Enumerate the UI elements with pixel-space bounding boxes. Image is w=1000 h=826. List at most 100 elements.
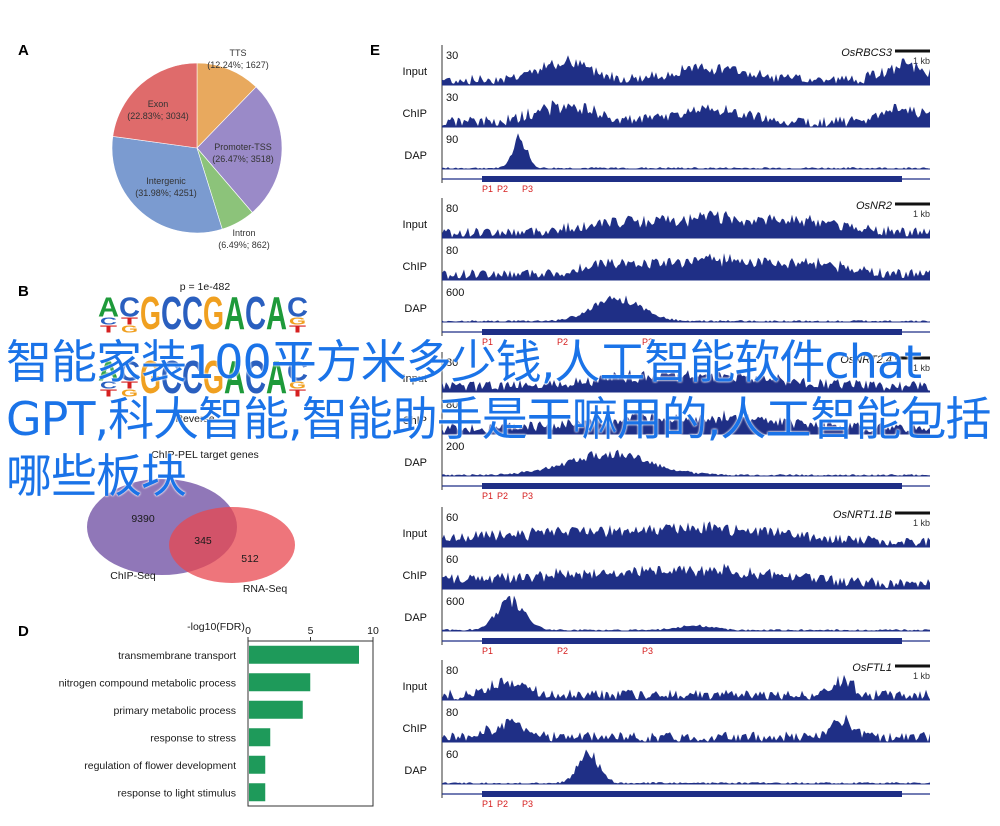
venn-chip-only: 9390: [131, 513, 155, 525]
bar-axis-tick-label: 10: [367, 625, 379, 637]
motif-reverse-label: Reverse: [175, 413, 214, 425]
promoter-label: P1: [482, 337, 493, 347]
promoter-label: P2: [557, 646, 568, 656]
coverage-track: [442, 749, 930, 784]
track-label-input: Input: [403, 373, 427, 385]
pie-slice-exon: [112, 62, 198, 149]
track-label-chip: ChIP: [403, 723, 427, 735]
motif-letter-minor: G: [121, 325, 138, 336]
motif-letter: C: [287, 292, 308, 323]
motif-letter-minor: T: [121, 381, 138, 392]
motif-letter: A: [266, 287, 287, 339]
gene-name: OsNRT1.1B: [833, 509, 892, 521]
pie-label-name: Intron: [232, 228, 255, 238]
track-label-input: Input: [403, 66, 427, 78]
gene-name: OsNRT2.4: [840, 354, 892, 366]
motif-letter-minor: T: [100, 389, 117, 400]
go-term-label: response to stress: [150, 732, 236, 744]
promoter-label: P1: [482, 799, 493, 809]
motif-letter: C: [119, 356, 140, 387]
motif-letter: G: [203, 351, 224, 403]
coverage-track: [442, 55, 930, 85]
scale-bar-label: 1 kb: [913, 56, 930, 66]
promoter-label: P2: [497, 799, 508, 809]
target-genes-label: ChIP-PEL target genes: [151, 449, 259, 461]
track-label-input: Input: [403, 219, 427, 231]
genome-browser-tracks: OsRBCS3 1 kb Input 30 ChIP 30 DAP 90 P1 P2 P3 OsNR2…: [403, 45, 930, 809]
motif-letter: C: [182, 287, 203, 339]
coverage-track: [442, 133, 930, 169]
pie-chart: TTS (12.24%; 1627) Promoter-TSS (26.47%; 35…: [111, 48, 283, 250]
track-scale: 200: [446, 441, 464, 453]
bar-axis-title: -log10(FDR): [187, 621, 245, 633]
motif-letter: G: [203, 287, 224, 339]
go-term-label: response to light stimulus: [118, 787, 236, 799]
motif-letter-minor: G: [289, 317, 306, 328]
venn-chip-label: ChIP-Seq: [110, 570, 156, 582]
coverage-track: [442, 521, 930, 547]
track-label-chip: ChIP: [403, 261, 427, 273]
track-scale: 60: [446, 554, 458, 566]
panel-letter-b: B: [18, 283, 29, 300]
motif-letter: C: [161, 287, 182, 339]
go-bar: [249, 783, 266, 802]
motif-pvalue: p = 1e-482: [180, 281, 231, 293]
scale-bar-label: 1 kb: [913, 671, 930, 681]
scale-bar-label: 1 kb: [913, 518, 930, 528]
go-term-label: nitrogen compound metabolic process: [59, 677, 236, 689]
go-bar: [249, 645, 359, 664]
motif-letter: A: [98, 356, 119, 387]
pie-label-name: Promoter-TSS: [214, 142, 272, 152]
track-scale: 90: [446, 134, 458, 146]
track-label-input: Input: [403, 528, 427, 540]
go-bar: [249, 755, 266, 774]
motif-letter: C: [161, 351, 182, 403]
motif-letter-minor: T: [100, 325, 117, 336]
motif-letter: C: [119, 292, 140, 323]
track-scale: 60: [446, 749, 458, 761]
motif-letter-minor: C: [100, 381, 117, 392]
go-bar: [249, 673, 311, 692]
gene-model-exon: [482, 638, 902, 644]
motif-letter-minor: G: [289, 381, 306, 392]
promoter-label: P3: [522, 184, 533, 194]
pie-slice-intergenic: [111, 136, 223, 234]
scale-bar-label: 1 kb: [913, 209, 930, 219]
coverage-track: [442, 595, 930, 631]
pie-label-value: (22.83%; 3034): [127, 111, 189, 121]
scale-bar-label: 1 kb: [913, 363, 930, 373]
coverage-track: [442, 210, 930, 238]
track-label-input: Input: [403, 681, 427, 693]
pie-label-name: TTS: [230, 48, 247, 58]
go-term-label: transmembrane transport: [118, 650, 236, 662]
panel-letter-e: E: [370, 42, 380, 59]
gene-model-exon: [482, 329, 902, 335]
track-scale: 80: [446, 665, 458, 677]
gene-model-exon: [482, 176, 902, 182]
track-label-dap: DAP: [404, 150, 427, 162]
coverage-track: [442, 449, 930, 476]
track-scale: 80: [446, 245, 458, 257]
motif-letter: A: [266, 351, 287, 403]
panel-letter-a: A: [18, 42, 29, 59]
motif-letter-minor: T: [289, 389, 306, 400]
venn-rna-only: 512: [241, 553, 259, 565]
motif-letter-minor: T: [121, 317, 138, 328]
pie-label-value: (12.24%; 1627): [207, 60, 269, 70]
motif-letter-minor: G: [121, 389, 138, 400]
track-scale: 80: [446, 399, 458, 411]
panel-letter-d: D: [18, 623, 29, 640]
pie-label-value: (31.98%; 4251): [135, 188, 197, 198]
track-label-chip: ChIP: [403, 570, 427, 582]
coverage-track: [442, 253, 930, 280]
overlay-title: 智能家装100平方米多少钱,人工智能软件chat GPT,科大智能,智能助手是干…: [6, 335, 991, 503]
track-label-chip: ChIP: [403, 108, 427, 120]
track-label-chip: ChIP: [403, 415, 427, 427]
pie-label-value: (6.49%; 862): [218, 240, 270, 250]
pie-slice-promoter-tss: [196, 86, 283, 213]
gene-model-exon: [482, 791, 902, 797]
go-bar-chart: 0 5 10 transmembrane transport nitrogen comp…: [59, 625, 379, 807]
motif-letter-minor: T: [289, 325, 306, 336]
bar-axis-tick-label: 5: [308, 625, 314, 637]
coverage-track: [442, 295, 930, 322]
